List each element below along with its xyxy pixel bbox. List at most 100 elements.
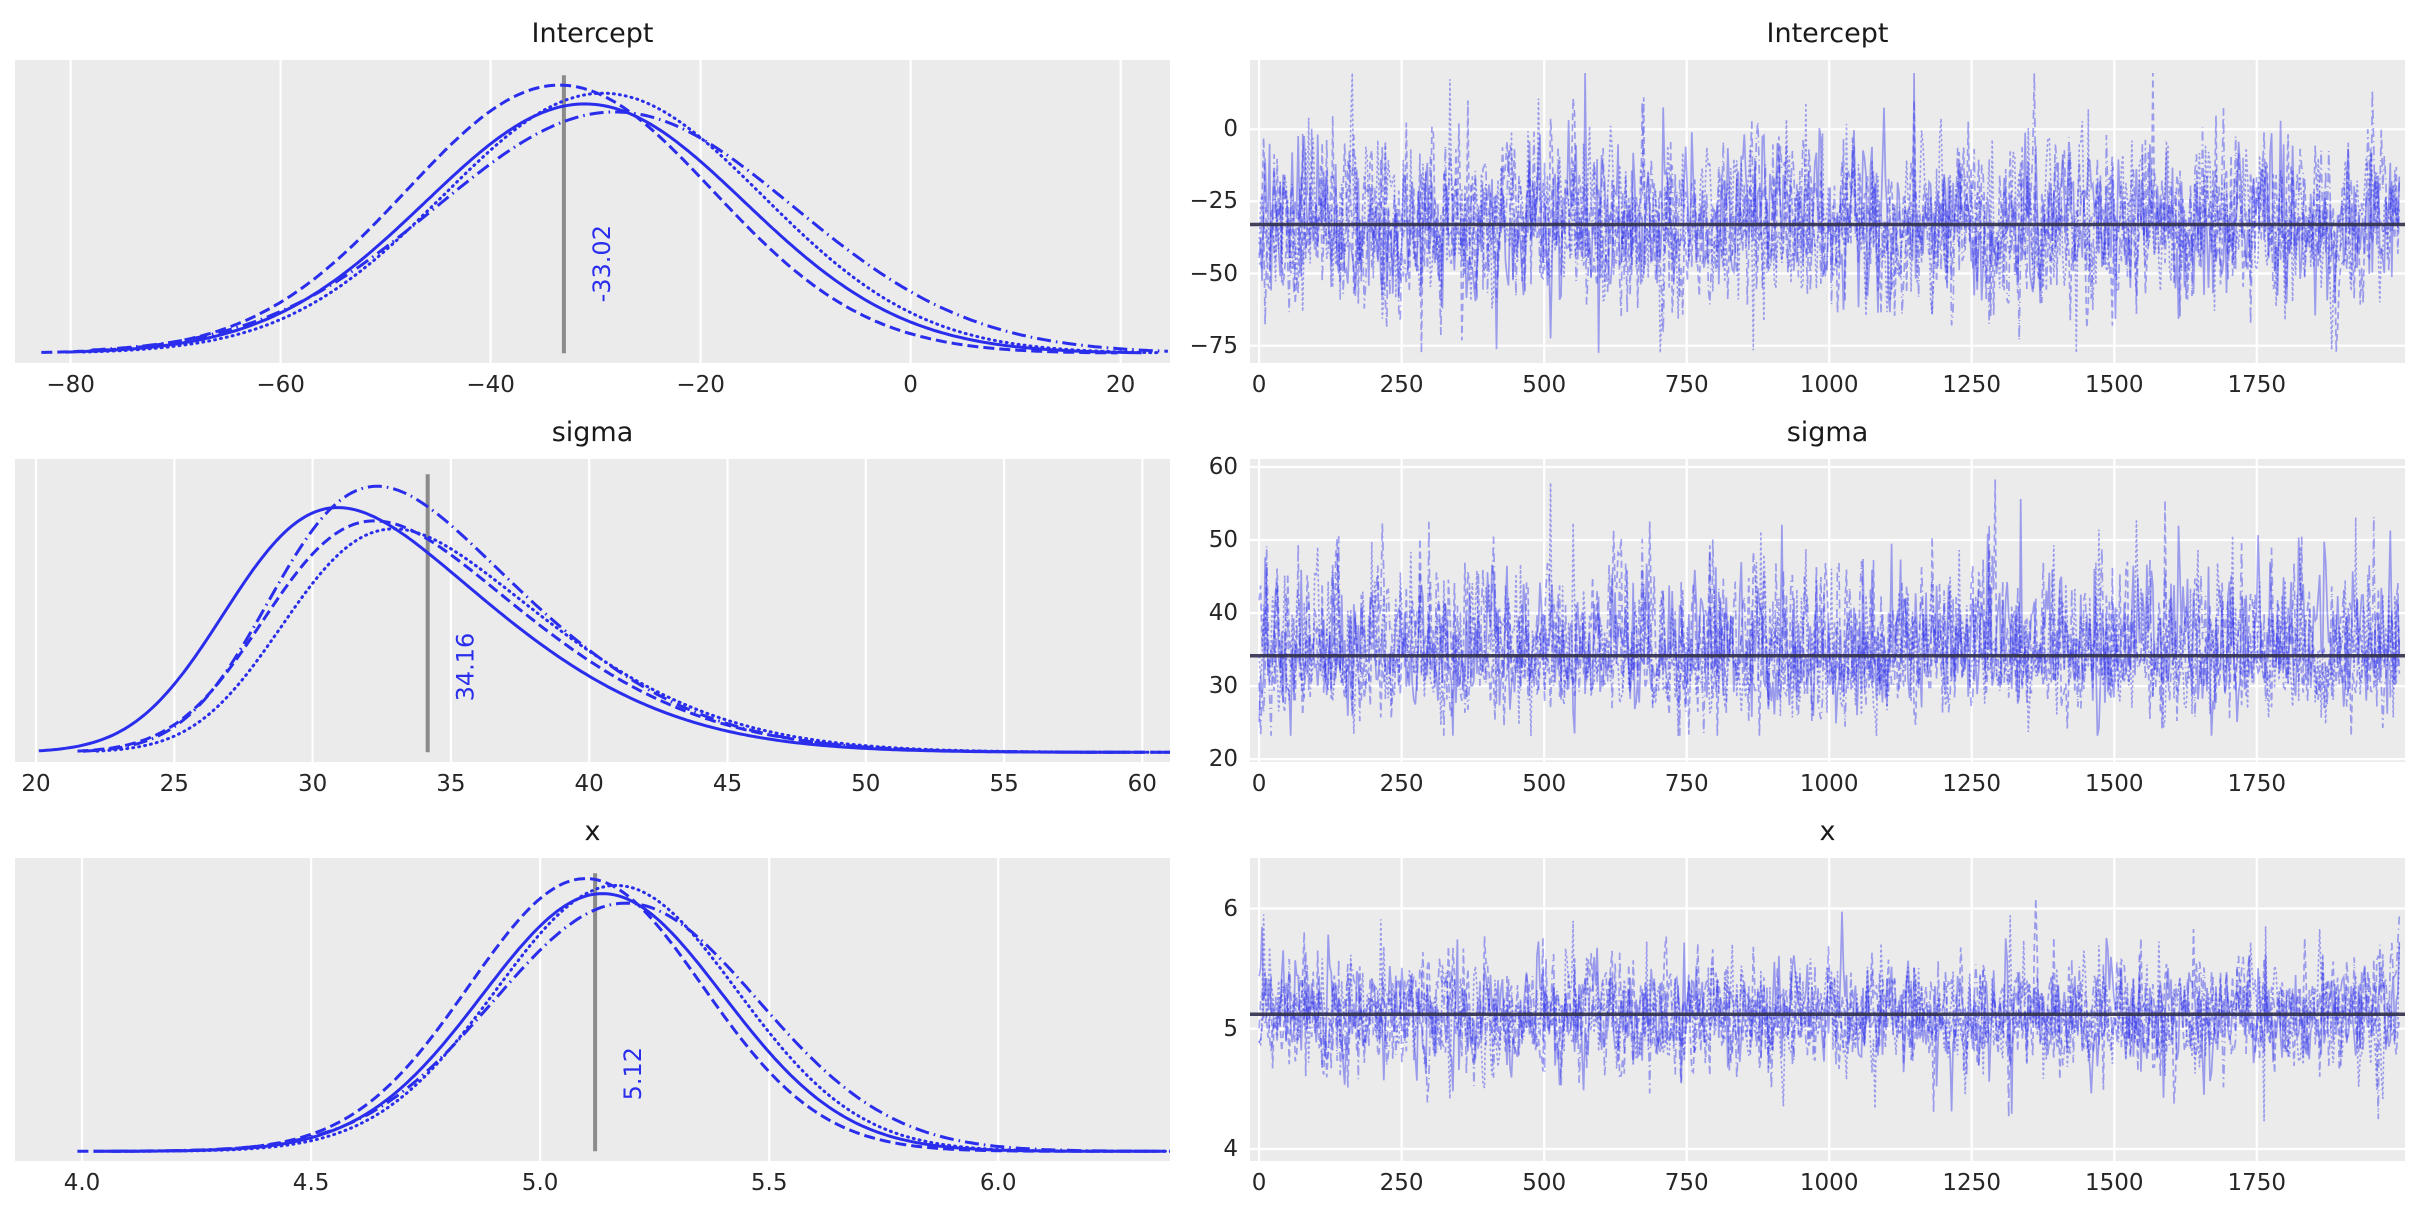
sigma-kde-x-axis: 20 25 30 35 40 45 50 55 60 [15,762,1170,806]
panel-intercept-kde: Intercept -33.02 −80 −60 −40 −20 0 20 [15,18,1170,398]
plot-intercept-kde: -33.02 [15,60,1170,363]
x-tick-label: 1500 [2085,372,2144,398]
x-tick-label: 40 [574,771,604,797]
x-tick-label: −40 [466,372,515,398]
y-tick-label: 60 [1208,454,1238,480]
x-tick-label: −80 [46,372,95,398]
x-tick-label: 1500 [2085,1170,2144,1196]
y-tick-label: −25 [1189,188,1238,215]
x-tick-label: 25 [159,771,189,797]
point-estimate-label: -33.02 [588,225,616,302]
x-tick-label: 1000 [1799,1170,1859,1196]
x-tick-label: 500 [1522,372,1567,398]
kde-curve-chain-3 [82,484,1170,754]
title-sigma-kde: sigma [551,417,634,448]
panel-x-kde: x 5.12 4.0 4.5 5.0 5.5 6.0 [15,816,1170,1196]
trace-chain-2 [1258,914,2401,1122]
kde-curve-chain-1 [77,877,1150,1153]
x-tick-label: 750 [1664,372,1709,398]
x-tick-label: −60 [256,372,305,398]
kde-curve-chain-2 [105,883,1170,1153]
x-tick-label: 250 [1379,771,1424,797]
plot-x-kde: 5.12 [15,858,1170,1161]
kde-curve-chain-1 [41,83,1118,355]
kde-curve-chain-0 [38,506,1132,754]
y-tick-label: −50 [1189,260,1238,287]
x-kde-canvas: 5.12 [77,858,1170,1161]
x-kde-y-axis [0,858,3,1161]
plot-intercept-trace [1250,60,2405,363]
x-tick-label: 750 [1664,771,1709,797]
x-trace-canvas [1250,858,2405,1161]
x-tick-label: 4.5 [292,1170,330,1196]
x-tick-label: 1000 [1799,771,1859,797]
sigma-trace-y-axis: 20 30 40 50 60 [1152,454,1238,772]
kde-curve-chain-0 [65,102,1142,355]
title-sigma-trace: sigma [1786,417,1869,448]
x-tick-label: 1250 [1942,372,2001,398]
y-tick-label: 0 [1223,116,1238,143]
x-tick-label: 250 [1379,372,1424,398]
x-tick-label: 500 [1522,771,1567,797]
sigma-kde-canvas: 34.16 [34,459,1170,762]
sigma-trace-canvas [1250,459,2405,762]
point-estimate-label: 5.12 [619,1047,647,1100]
trace-chain-1 [1258,898,2401,1112]
y-tick-label: −75 [1189,332,1238,359]
plot-x-trace [1250,858,2405,1161]
x-tick-label: 45 [712,771,743,797]
x-tick-label: 500 [1522,1170,1567,1196]
x-tick-label: 0 [903,372,918,398]
intercept-kde-y-axis [0,60,3,363]
trace-chain-3 [1258,516,2401,736]
title-intercept-trace: Intercept [1766,18,1889,49]
panel-x-trace: x 0 250 500 750 1000 1250 1500 1750 4 5 6 [1223,816,2405,1196]
x-kde-x-axis: 4.0 4.5 5.0 5.5 6.0 [15,1161,1170,1205]
x-tick-label: 0 [1251,771,1267,797]
title-x-kde: x [584,816,601,847]
x-tick-label: 0 [1251,372,1267,398]
x-tick-label: 1750 [2227,771,2287,797]
trace-chain-3 [1258,916,2401,1120]
trace-chain-0 [1258,72,2401,353]
intercept-trace-canvas [1250,60,2405,363]
x-tick-label: 20 [21,771,51,797]
title-intercept-kde: Intercept [531,18,654,49]
intercept-kde-x-axis: −80 −60 −40 −20 0 20 [15,363,1170,407]
kde-curve-chain-3 [114,901,1170,1153]
kde-curve-chain-3 [91,110,1168,353]
x-tick-label: 5.0 [521,1170,559,1196]
x-tick-label: 1250 [1942,771,2001,797]
kde-curve-chain-1 [77,519,1170,754]
trace-chain-0 [1258,911,2401,1114]
sigma-kde-y-axis [0,459,3,762]
y-tick-label: 4 [1223,1136,1238,1162]
x-tick-label: 20 [1106,372,1136,398]
y-tick-label: 40 [1208,600,1238,627]
x-tick-label: −20 [676,372,725,398]
intercept-trace-x-axis: 0 250 500 750 1000 1250 1500 1750 [1250,363,2405,407]
y-tick-label: 6 [1223,895,1238,922]
x-tick-label: 5.5 [750,1170,788,1196]
x-tick-label: 50 [851,771,881,797]
kde-curve-chain-2 [95,527,1170,754]
panel-sigma-trace: sigma 0 250 500 750 1000 1250 1500 1750 20 30 40 5… [1209,417,2405,797]
trace-chain-1 [1258,72,2401,353]
x-trace-y-axis: 4 5 6 [1152,858,1238,1163]
x-tick-label: 35 [436,771,466,797]
sigma-trace-x-axis: 0 250 500 750 1000 1250 1500 1750 [1250,762,2405,806]
plot-sigma-kde: 34.16 [15,459,1170,762]
trace-chain-2 [1258,72,2401,353]
kde-curve-chain-2 [81,91,1161,355]
x-tick-label: 1250 [1942,1170,2001,1196]
x-tick-label: 6.0 [979,1170,1017,1196]
intercept-trace-y-axis: 0 −25 −50 −75 [1152,60,1238,363]
x-tick-label: 1750 [2227,372,2287,398]
x-tick-label: 0 [1251,1170,1267,1196]
x-tick-label: 750 [1664,1170,1709,1196]
intercept-kde-canvas: -33.02 [41,60,1168,363]
panel-intercept-trace: Intercept 0 250 500 750 1000 1250 1500 1750 0 −2… [1189,18,2405,398]
plot-sigma-trace [1250,459,2405,762]
kde-curve-chain-0 [93,892,1166,1153]
